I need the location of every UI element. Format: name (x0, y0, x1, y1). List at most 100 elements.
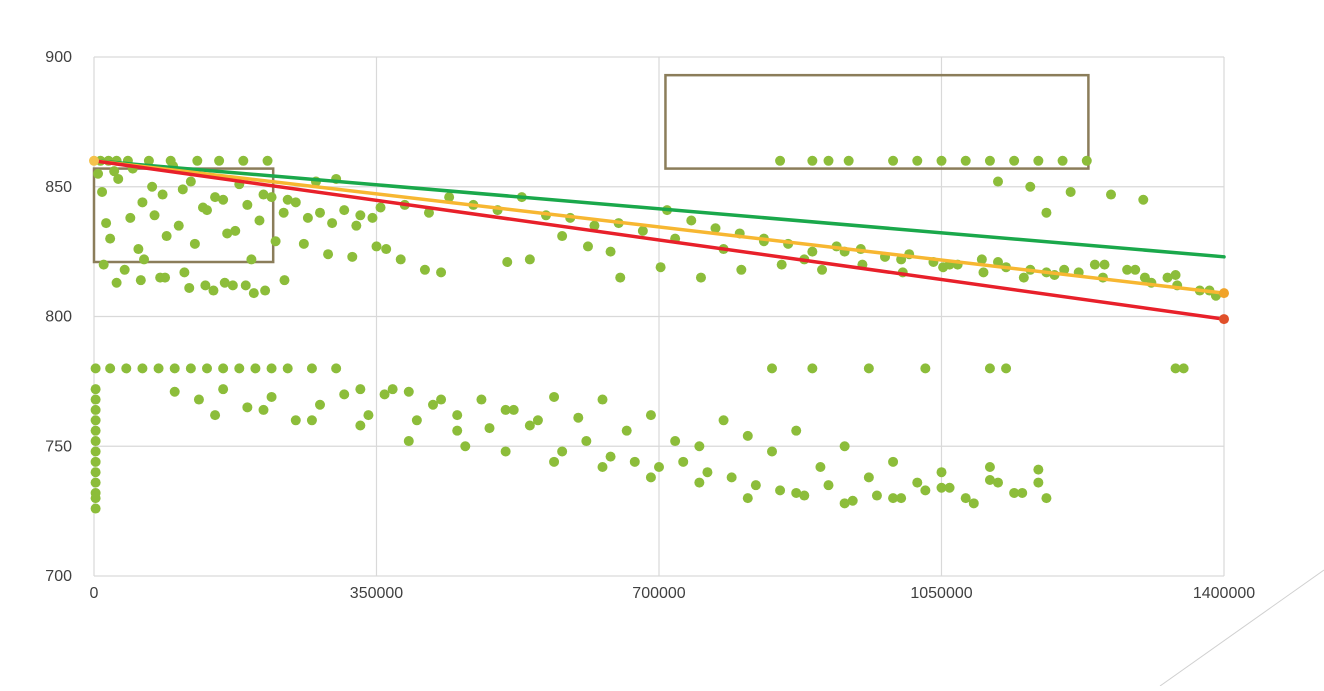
data-point (230, 225, 241, 236)
data-point (984, 155, 995, 166)
data-point (266, 391, 277, 402)
data-point (121, 363, 132, 374)
data-point (678, 456, 689, 467)
data-point (944, 482, 955, 493)
data-point (847, 495, 858, 506)
data-point (1025, 181, 1036, 192)
data-point (90, 436, 101, 447)
data-point (863, 472, 874, 483)
data-point (476, 394, 487, 405)
data-point (524, 254, 535, 265)
data-point (266, 192, 277, 203)
data-point (331, 363, 342, 374)
data-point (695, 272, 706, 283)
x-tick-label: 1050000 (910, 585, 972, 602)
data-point (968, 498, 979, 509)
data-point (807, 155, 818, 166)
data-point (1009, 155, 1020, 166)
data-point (90, 425, 101, 436)
data-point (149, 210, 160, 221)
data-point (960, 493, 971, 504)
data-point (192, 155, 203, 166)
data-point (936, 467, 947, 478)
data-point (189, 238, 200, 249)
data-point (423, 207, 434, 218)
data-point (290, 415, 301, 426)
data-point (1081, 155, 1092, 166)
data-point (119, 264, 130, 275)
data-point (871, 490, 882, 501)
data-point (502, 257, 513, 268)
data-point (218, 363, 229, 374)
data-point (573, 412, 584, 423)
data-point (153, 363, 164, 374)
data-point (173, 220, 184, 231)
tick-label-layer: 700 750 800 850 900 0 350000 700000 1050000 14000… (45, 49, 1255, 602)
data-point (327, 218, 338, 229)
data-point (315, 207, 325, 218)
data-point (452, 410, 463, 421)
data-point (767, 446, 777, 457)
data-point (817, 264, 828, 275)
data-point (686, 215, 697, 226)
data-point (238, 155, 249, 166)
data-point (90, 415, 101, 426)
data-point (208, 285, 219, 296)
y-tick-label: 900 (45, 49, 72, 66)
data-point (254, 215, 265, 226)
data-point (98, 259, 109, 270)
x-tick-label: 350000 (350, 585, 403, 602)
data-point (93, 168, 104, 179)
data-point (155, 272, 166, 283)
data-point (169, 386, 180, 397)
data-point (185, 176, 196, 187)
trend-line (92, 159, 1226, 295)
data-point (1065, 186, 1076, 197)
data-point (379, 389, 390, 400)
data-point (960, 155, 971, 166)
data-point (1122, 264, 1133, 275)
data-point (1057, 155, 1068, 166)
y-tick-label: 750 (45, 438, 72, 455)
data-point (984, 363, 995, 374)
data-point (807, 363, 818, 374)
data-point (240, 280, 251, 291)
data-point (202, 205, 212, 216)
data-point (355, 384, 366, 395)
data-point (936, 482, 947, 493)
data-point (139, 254, 150, 265)
data-point (242, 199, 253, 210)
data-point (807, 246, 818, 257)
data-point (90, 456, 101, 467)
data-point (258, 404, 269, 415)
data-point (615, 272, 626, 283)
data-point (109, 166, 120, 177)
data-point (736, 264, 747, 275)
data-point (323, 249, 334, 260)
data-point (1018, 272, 1029, 283)
data-point (750, 480, 761, 491)
data-point (629, 456, 640, 467)
data-point (355, 420, 366, 431)
data-point (157, 189, 168, 200)
data-point (90, 467, 101, 478)
data-point (246, 254, 257, 265)
trend-start-marker (89, 155, 99, 166)
data-point (90, 363, 101, 374)
data-point (200, 280, 211, 291)
data-point (282, 363, 293, 374)
decorative-diagonal-line (1159, 569, 1324, 687)
data-point (242, 402, 253, 413)
data-point (135, 275, 146, 286)
data-point (508, 404, 519, 415)
data-point (823, 155, 834, 166)
data-point (843, 155, 854, 166)
data-point (670, 436, 681, 447)
data-point (147, 181, 158, 192)
data-point (436, 267, 447, 278)
data-point (605, 246, 616, 257)
data-point (1009, 487, 1020, 498)
data-point (839, 498, 850, 509)
data-point (218, 384, 229, 395)
